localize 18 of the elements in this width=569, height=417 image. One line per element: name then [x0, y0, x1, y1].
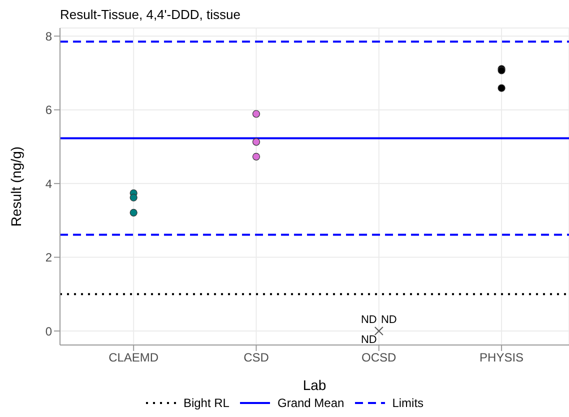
x-tick-label: OCSD: [362, 350, 397, 365]
y-tick-label: 2: [45, 250, 52, 265]
y-tick-label: 4: [45, 176, 52, 191]
x-axis-title: Lab: [302, 377, 326, 393]
legend-label: Grand Mean: [277, 396, 344, 410]
legend-label: Bight RL: [183, 396, 230, 410]
x-tick-label: CLAEMD: [108, 350, 159, 365]
annotation: ND: [360, 314, 377, 326]
annotation: ND: [360, 334, 377, 346]
y-axis-title: Result (ng/g): [8, 146, 24, 227]
y-tick-label: 6: [45, 103, 52, 118]
legend-label: Limits: [392, 396, 424, 410]
x-tick-label: CSD: [244, 350, 270, 365]
y-tick-label: 8: [45, 29, 52, 44]
x-tick-label: PHYSIS: [480, 350, 524, 365]
annotation: ND: [380, 314, 397, 326]
chart-title: Result-Tissue, 4,4'-DDD, tissue: [60, 7, 240, 22]
y-tick-label: 0: [45, 324, 52, 338]
